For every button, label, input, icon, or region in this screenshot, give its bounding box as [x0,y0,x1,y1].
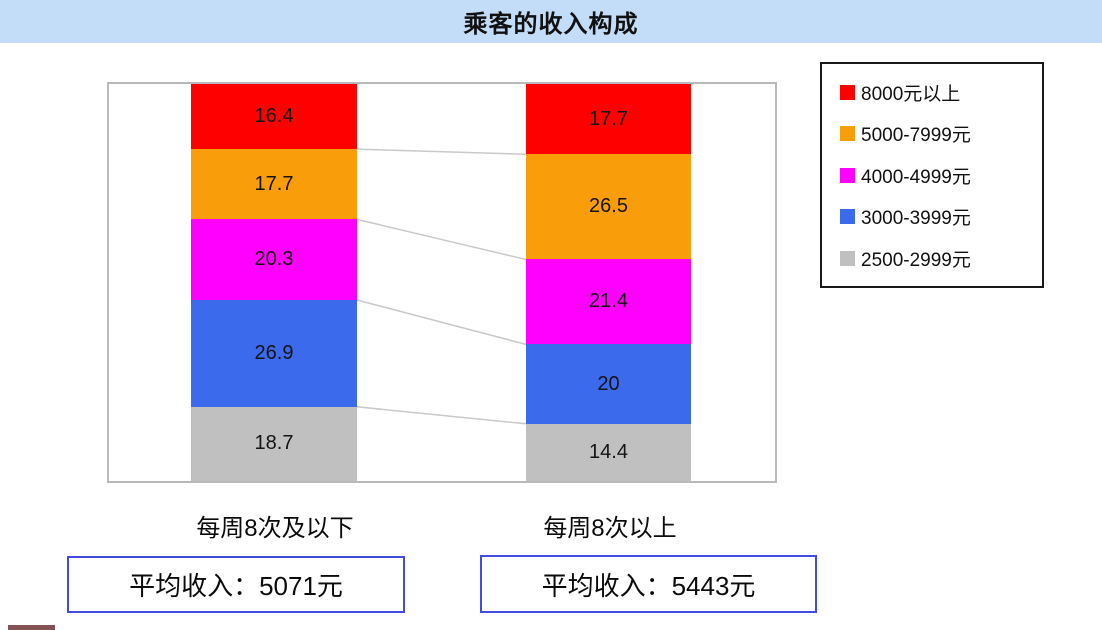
bar-segment: 26.9 [191,299,357,407]
chart-title: 乘客的收入构成 [463,11,639,38]
bar-segment-label: 16.4 [254,105,294,128]
bar-segment-label: 17.7 [254,172,294,195]
bar-segment: 21.4 [526,259,691,345]
series-connector-line [356,218,527,261]
plot-area: 16.4 17.7 20.3 26.9 18.7 17.7 26.5 21.4 20 14.4 [107,82,777,483]
series-connector-line [356,406,527,425]
legend-item: 2500-2999元 [840,245,1042,272]
bar-segment: 18.7 [191,406,357,481]
legend-swatch-icon [840,209,855,224]
bar-segment-label: 26.5 [589,195,628,218]
average-income-box-right: 平均收入：5443元 [480,555,817,613]
legend: 8000元以上 5000-7999元 4000-4999元 3000-3999元… [820,62,1044,288]
category-label-left: 每周8次及以下 [196,515,354,542]
bar-segment-label: 20.3 [254,248,294,271]
bar-segment-label: 14.4 [589,440,628,463]
bar-segment-label: 20 [597,372,620,395]
bar-segment: 14.4 [526,423,691,481]
legend-label: 3000-3999元 [861,208,971,229]
legend-swatch-icon [840,126,855,141]
series-lines [356,148,527,425]
bar-segment-label: 18.7 [254,432,294,455]
bar-segment: 17.7 [526,84,691,155]
bar-segment: 20 [526,344,691,424]
legend-swatch-icon [840,84,855,100]
legend-label: 4000-4999元 [861,166,971,188]
average-income-box-left: 平均收入：5071元 [67,556,405,613]
bottom-left-artifact [8,625,55,630]
bar-segment-label: 17.7 [589,107,628,130]
legend-item: 3000-3999元 [840,203,1042,230]
series-connector-line [356,148,527,156]
bar-segment-label: 21.4 [589,290,628,313]
legend-item: 5000-7999元 [840,120,1042,147]
bar-segment: 20.3 [191,219,357,300]
legend-item: 4000-4999元 [840,162,1042,189]
bar-segment: 26.5 [526,154,691,260]
bar-segment: 16.4 [191,84,357,150]
legend-label: 2500-2999元 [861,249,971,271]
legend-label: 5000-7999元 [861,125,971,146]
category-label-right: 每周8次以上 [543,515,677,542]
bar-segment-label: 26.9 [254,341,294,364]
legend-swatch-icon [840,250,855,266]
stacked-bar: 17.7 26.5 21.4 20 14.4 [526,84,691,481]
title-banner: 乘客的收入构成 [0,0,1102,43]
legend-swatch-icon [840,167,855,183]
bar-segment: 17.7 [191,149,357,220]
legend-label: 8000元以上 [861,83,961,105]
stacked-bar: 16.4 17.7 20.3 26.9 18.7 [191,84,357,481]
series-connector-line [356,299,527,346]
legend-item: 8000元以上 [840,79,1042,106]
